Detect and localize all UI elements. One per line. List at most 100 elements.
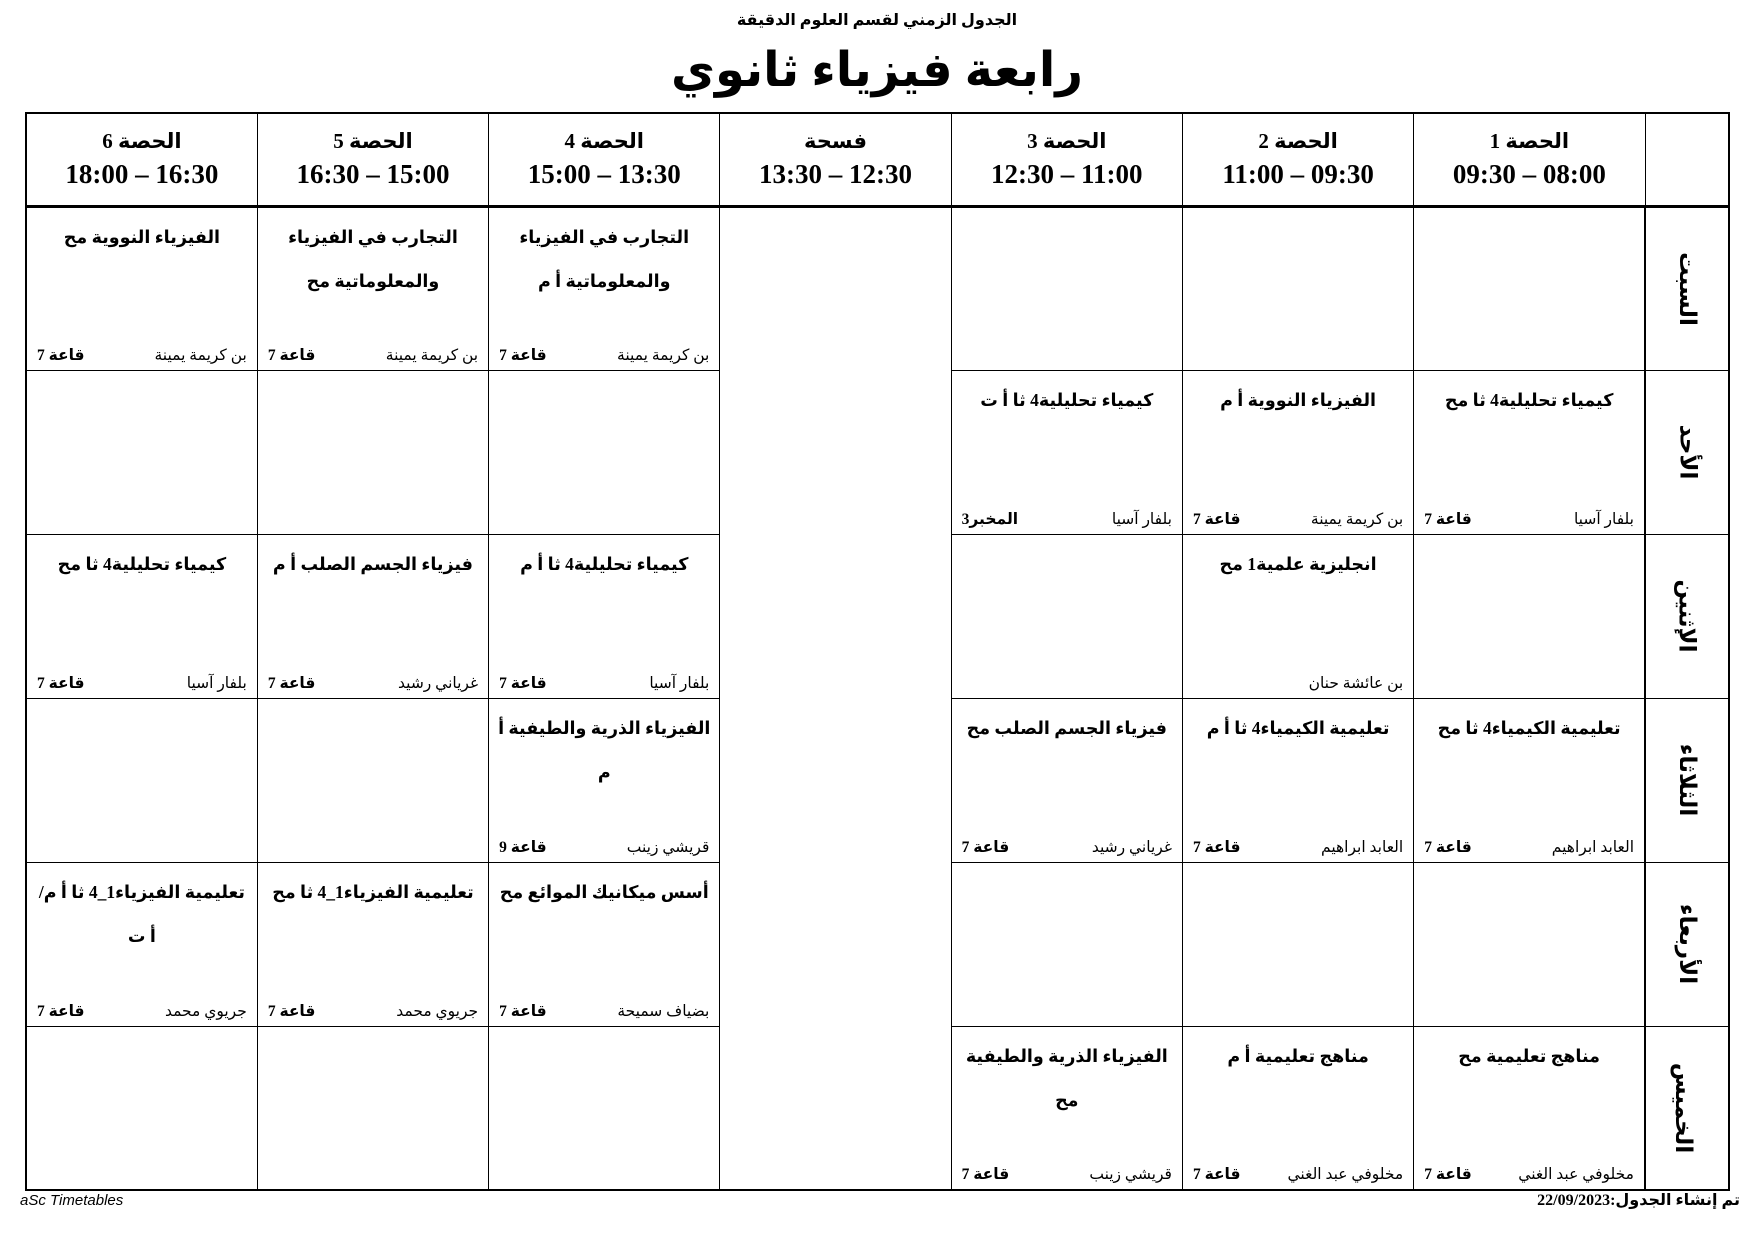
lesson-teacher: غرياني رشيد — [1091, 838, 1172, 856]
lesson-subject — [27, 1027, 257, 1034]
lesson-teacher: بن كريمة يمينة — [617, 346, 710, 364]
lesson-room: قاعة 7 — [961, 838, 1010, 856]
period-header-5: الحصة 5 15:00 – 16:30 — [256, 112, 490, 208]
lesson-room: قاعة 7 — [37, 674, 85, 692]
day-row-monday: الإثنين انجليزية علمية1 مح بن عائشة حنان… — [25, 533, 1730, 699]
lesson-teacher: جريوي محمد — [396, 1002, 479, 1020]
lesson-room: قاعة 7 — [499, 674, 547, 692]
lesson-cell — [950, 861, 1183, 1027]
lesson-room: قاعة 7 — [37, 1002, 85, 1020]
day-label-cell: الخميس — [1644, 1025, 1730, 1191]
lesson-cell — [1413, 205, 1646, 371]
day-row-thursday: الخميس مناهج تعليمية مح مخلوفي عبد الغني… — [25, 1025, 1730, 1191]
lesson-cell: فيزياء الجسم الصلب أ م غرياني رشيد قاعة 7 — [256, 533, 490, 699]
day-label-cell: الإثنين — [1644, 533, 1730, 699]
corner-cell — [1644, 112, 1730, 208]
lesson-cell — [1181, 861, 1415, 1027]
class-title: رابعة فيزياء ثانوي — [671, 44, 1083, 97]
lesson-subject: الفيزياء الذرية والطيفية أ م — [498, 717, 711, 783]
lesson-room: قاعة 7 — [499, 346, 547, 364]
lesson-teacher: بن كريمة يمينة — [1310, 510, 1404, 528]
lesson-teacher: العابد ابراهيم — [1321, 838, 1404, 856]
lesson-teacher: بلفار آسيا — [1573, 510, 1634, 528]
lesson-cell: كيمياء تحليلية4 ثا أ م بلفار آسيا قاعة 7 — [488, 533, 721, 699]
day-label-cell: الأربعاء — [1644, 861, 1730, 1027]
day-name: الخميس — [1670, 1062, 1696, 1153]
day-label-cell: الثلاثاء — [1644, 697, 1730, 863]
lesson-cell: تعليمية الكيمياء4 ثا أ م العابد ابراهيم ق… — [1181, 697, 1415, 863]
lesson-cell: مناهج تعليمية مح مخلوفي عبد الغني قاعة 7 — [1413, 1025, 1646, 1191]
lesson-subject: كيمياء تحليلية4 ثا أ ت — [980, 389, 1154, 410]
break-header: فسحة 12:30 – 13:30 — [719, 112, 952, 208]
lesson-subject: أسس ميكانيك الموائع مح — [499, 881, 709, 902]
day-row-wednesday: الأربعاء أسس ميكانيك الموائع مح بضياف سم… — [25, 861, 1730, 1027]
lesson-subject: الفيزياء الذرية والطيفية مح — [965, 1045, 1168, 1111]
lesson-room: قاعة 7 — [267, 346, 316, 364]
period-header-4: الحصة 4 13:30 – 15:00 — [488, 112, 721, 208]
period-header-2: الحصة 2 09:30 – 11:00 — [1181, 112, 1415, 208]
lesson-teacher: بضياف سميحة — [617, 1002, 710, 1020]
lesson-subject: فيزياء الجسم الصلب مح — [966, 717, 1167, 738]
lesson-teacher: بلفار آسيا — [649, 674, 710, 692]
lesson-subject — [952, 535, 1182, 542]
lesson-cell — [1413, 533, 1646, 699]
lesson-subject: الفيزياء النووية أ م — [1220, 389, 1377, 410]
lesson-subject — [27, 371, 257, 378]
lesson-subject — [258, 371, 488, 378]
period-header-1: الحصة 1 08:00 – 09:30 — [1413, 112, 1646, 208]
lesson-cell — [256, 697, 490, 863]
lesson-room: قاعة 7 — [37, 346, 85, 364]
lesson-subject — [1183, 863, 1413, 870]
lesson-subject: تعليمية الفيزياء1_4 ثا أ م/ أ ت — [38, 881, 245, 947]
day-row-tuesday: الثلاثاء تعليمية الكيمياء4 ثا مح العابد … — [25, 697, 1730, 863]
lesson-cell: كيمياء تحليلية4 ثا أ ت بلفار آسيا المخبر3 — [950, 369, 1183, 535]
lesson-subject — [27, 699, 257, 706]
day-name: السبت — [1674, 251, 1700, 326]
lesson-subject — [1414, 535, 1644, 542]
period-label: فسحة — [804, 128, 868, 153]
period-label: الحصة 4 — [564, 128, 644, 153]
lesson-cell: تعليمية الفيزياء1_4 ثا أ م/ أ ت جريوي مح… — [25, 861, 258, 1027]
lesson-teacher: مخلوفي عبد الغني — [1518, 1166, 1634, 1183]
period-label: الحصة 2 — [1258, 128, 1338, 153]
lesson-teacher: غرياني رشيد — [398, 674, 479, 692]
lesson-room: قاعة 9 — [499, 838, 547, 856]
lesson-cell — [950, 533, 1183, 699]
lesson-subject: التجارب في الفيزياء والمعلوماتية أ م — [519, 226, 690, 292]
period-header-6: الحصة 6 16:30 – 18:00 — [25, 112, 258, 208]
lesson-subject: تعليمية الكيمياء4 ثا مح — [1437, 717, 1621, 738]
lesson-cell: الفيزياء النووية مح بن كريمة يمينة قاعة 7 — [25, 205, 258, 371]
lesson-room: قاعة 7 — [267, 674, 316, 692]
period-time: 12:30 – 13:30 — [759, 159, 913, 190]
period-time: 09:30 – 11:00 — [1222, 159, 1374, 190]
lesson-cell — [1413, 861, 1646, 1027]
period-label: الحصة 1 — [1489, 128, 1570, 153]
generation-date: تم إنشاء الجدول:22/09/2023 — [1537, 1192, 1740, 1209]
lesson-cell — [256, 369, 490, 535]
day-name: الإثنين — [1675, 579, 1700, 653]
lesson-cell — [950, 205, 1183, 371]
lesson-teacher: مخلوفي عبد الغني — [1287, 1166, 1404, 1183]
lesson-cell: الفيزياء الذرية والطيفية أ م قريشي زينب ق… — [488, 697, 721, 863]
lesson-subject: كيمياء تحليلية4 ثا مح — [1444, 389, 1614, 410]
lesson-teacher: بلفار آسيا — [186, 674, 247, 692]
lesson-cell: أسس ميكانيك الموائع مح بضياف سميحة قاعة 7 — [488, 861, 721, 1027]
lesson-subject — [258, 699, 488, 706]
lesson-subject: الفيزياء النووية مح — [63, 226, 221, 247]
lesson-cell — [256, 1025, 490, 1191]
lesson-room: قاعة 7 — [499, 1002, 547, 1020]
period-time: 13:30 – 15:00 — [527, 159, 681, 190]
lesson-cell: تعليمية الفيزياء1_4 ثا مح جريوي محمد قاعة… — [256, 861, 490, 1027]
lesson-room: قاعة 7 — [1192, 838, 1241, 856]
lesson-room: قاعة 7 — [1424, 1166, 1472, 1183]
lesson-room: قاعة 7 — [1192, 510, 1241, 528]
lesson-room: قاعة 7 — [961, 1166, 1010, 1183]
lesson-subject — [1183, 208, 1413, 215]
lesson-teacher: قريشي زينب — [626, 838, 710, 856]
lesson-cell — [488, 1025, 721, 1191]
lesson-room: قاعة 7 — [1192, 1166, 1241, 1183]
lesson-teacher: بن عائشة حنان — [1308, 674, 1404, 692]
period-time: 11:00 – 12:30 — [991, 159, 1143, 190]
department-title: الجدول الزمني لقسم العلوم الدقيقة — [736, 12, 1018, 29]
